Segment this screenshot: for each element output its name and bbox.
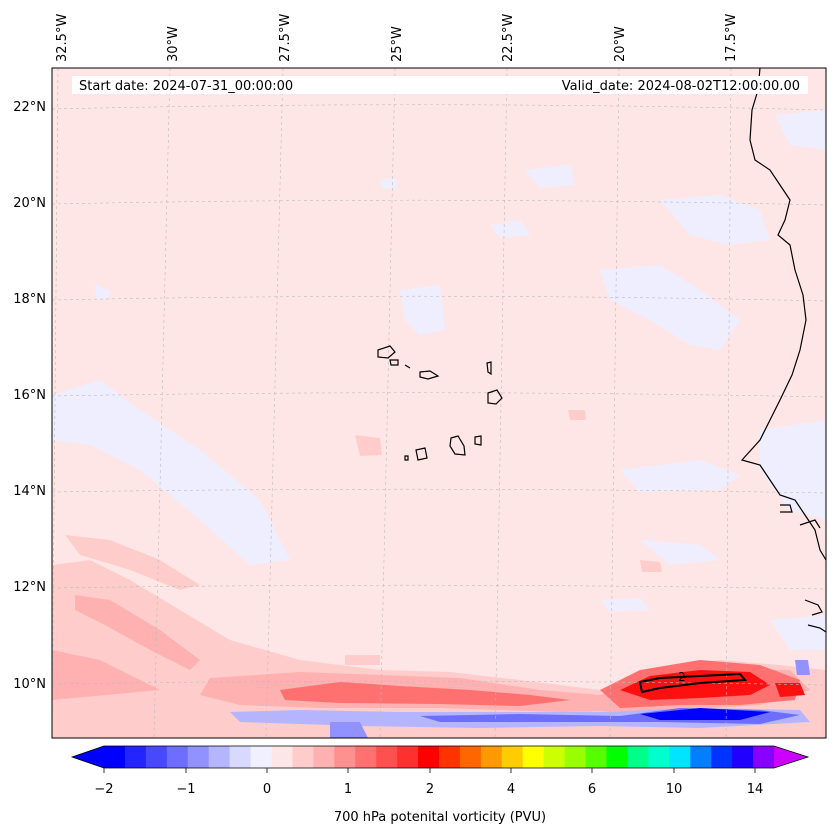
colorbar-cell [543,746,566,768]
colorbar-cell [229,746,252,768]
lon-label: 27.5°W [278,14,293,62]
lon-label: 17.5°W [724,14,739,62]
colorbar-extend-low [72,746,104,768]
contour-label: 2 [678,670,686,684]
colorbar-cell [397,746,419,768]
lon-label: 32.5°W [55,14,70,62]
colorbar-cell [753,746,775,768]
colorbar-cell [690,746,712,768]
colorbar-cell [145,746,168,768]
colorbar-cell [606,746,628,768]
colorbar-cell [459,746,482,768]
lon-label: 20°W [613,26,628,62]
colorbar-cell [669,746,691,768]
lon-label: 30°W [166,26,181,62]
colorbar-cell [564,746,587,768]
cbar-tick-label: 4 [507,782,515,797]
colorbar-cell [439,746,461,768]
cbar-tick-label: −2 [94,782,113,797]
start-date-text: Start date: 2024-07-31_00:00:00 [79,79,293,94]
colorbar-extend-high [774,746,808,768]
lat-label: 16°N [13,388,46,403]
longitude-labels: 32.5°W 30°W 27.5°W 25°W 22.5°W 20°W 17.5… [55,14,739,62]
colorbar-cell [585,746,607,768]
map-panel: 2 [52,68,826,738]
cbar-tick-label: 14 [747,782,764,797]
latitude-labels: 22°N 20°N 18°N 16°N 14°N 12°N 10°N [13,100,46,692]
colorbar-cell [124,746,147,768]
cbar-tick-label: 2 [426,782,434,797]
colorbar-cell [271,746,293,768]
colorbar-cell [187,746,210,768]
cape-verde-islands [377,345,503,461]
colorbar-cell [480,746,503,768]
map-border [51,67,827,739]
lat-label: 18°N [13,292,46,307]
header-box [72,76,808,94]
negative-pv-patches [52,110,826,650]
lat-label: 12°N [13,580,46,595]
coastline [740,68,826,633]
colorbar-cell [376,746,398,768]
cbar-tick-label: 6 [588,782,596,797]
lat-label: 10°N [13,677,46,692]
cbar-tick-label: 0 [263,782,271,797]
lat-label: 14°N [13,484,46,499]
colorbar-cell [522,746,545,768]
graticule [52,68,826,738]
lon-label: 22.5°W [501,14,516,62]
valid-date-text: Valid_date: 2024-08-02T12:00:00.00 [562,79,800,94]
colorbar-cell [648,746,670,768]
colorbar-cell [334,746,356,768]
lon-label: 25°W [390,26,405,62]
colorbar-cell [732,746,754,768]
colorbar-cell [166,746,189,768]
colorbar-cell [501,746,524,768]
colorbar-cells [104,746,775,768]
colorbar-cell [355,746,377,768]
lat-label: 20°N [13,196,46,211]
cbar-tick-label: 1 [344,782,352,797]
colorbar-cell [313,746,335,768]
colorbar: −2 −1 0 1 2 4 6 10 14 700 hPa potenital … [70,745,810,825]
colorbar-ticks [103,768,756,773]
colorbar-label: 700 hPa potenital vorticity (PVU) [334,810,546,825]
colorbar-cell [711,746,733,768]
cbar-tick-label: 10 [666,782,683,797]
pv-2-contour [638,672,748,694]
colorbar-cell [292,746,314,768]
colorbar-cell [104,746,126,768]
colorbar-cell [208,746,231,768]
colorbar-tick-labels: −2 −1 0 1 2 4 6 10 14 [94,782,763,797]
colorbar-cell [250,746,272,768]
cbar-tick-label: −1 [176,782,195,797]
lat-label: 22°N [13,100,46,115]
colorbar-cell [627,746,649,768]
colorbar-cell [418,746,440,768]
